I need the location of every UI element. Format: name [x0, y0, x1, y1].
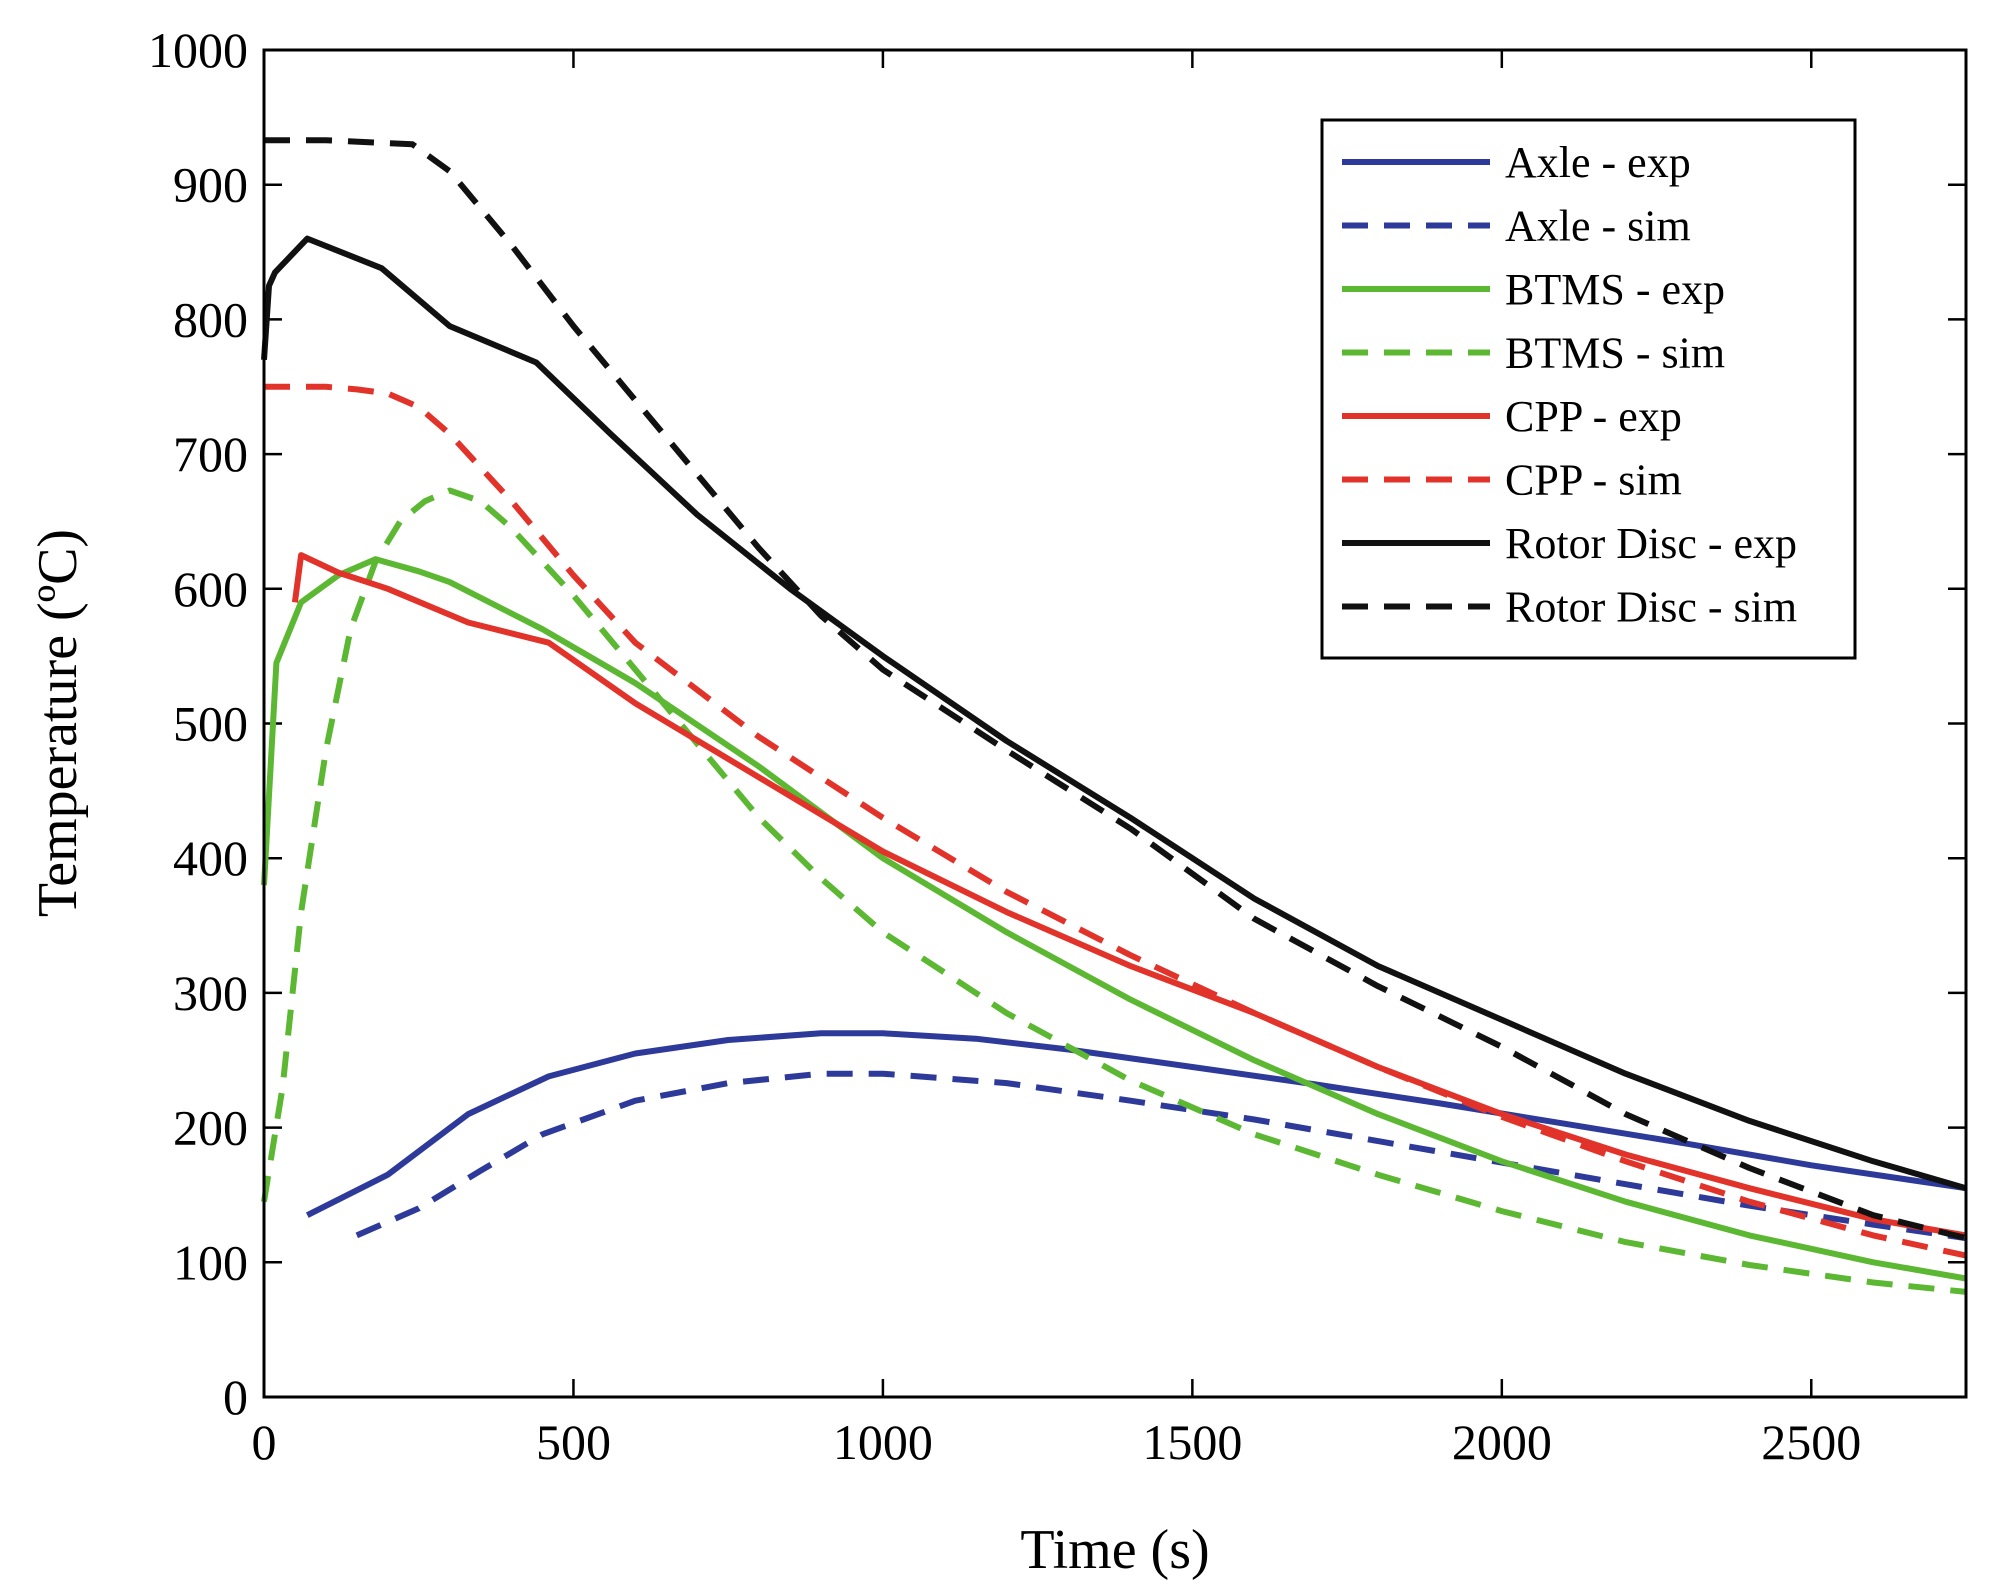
y-tick-label: 100	[173, 1234, 248, 1290]
legend-label: Axle - exp	[1505, 138, 1691, 187]
axis-ticks	[262, 48, 1966, 1399]
x-axis-title: Time (s)	[1020, 1519, 1209, 1581]
x-tick-label: 1500	[1142, 1414, 1242, 1470]
y-tick-label: 1000	[148, 22, 248, 78]
y-tick-label: 400	[173, 830, 248, 886]
y-tick-label: 600	[173, 561, 248, 617]
legend-label: BTMS - sim	[1505, 329, 1725, 378]
legend-label: CPP - sim	[1505, 456, 1682, 505]
x-tick-label: 0	[252, 1414, 277, 1470]
y-tick-label: 200	[173, 1100, 248, 1156]
legend-label: BTMS - exp	[1505, 265, 1725, 314]
series-line-btms-sim	[261, 487, 1967, 1295]
legend-label: Axle - sim	[1505, 202, 1691, 251]
series-line-cpp-exp	[291, 552, 1967, 1239]
series-line-cpp-sim	[264, 383, 1967, 1259]
series-layer	[261, 137, 1967, 1295]
x-tick-label: 2500	[1761, 1414, 1861, 1470]
series-line-rotor-disc-exp	[261, 235, 1967, 1192]
legend: Axle - exp Axle - sim BTMS - exp BTMS - sim…	[1320, 118, 1857, 660]
y-tick-label: 700	[173, 426, 248, 482]
y-tick-label: 300	[173, 965, 248, 1021]
x-tick-label: 500	[536, 1414, 611, 1470]
y-tick-label: 500	[173, 696, 248, 752]
legend-box	[1320, 118, 1857, 660]
tick-labels: 0 500 1000 1500 2000 2500 0 100 200 300 400 500 600 7…	[148, 22, 1861, 1470]
y-tick-label: 0	[223, 1369, 248, 1425]
legend-label: Rotor Disc - exp	[1505, 519, 1797, 568]
x-tick-label: 2000	[1452, 1414, 1552, 1470]
legend-label: CPP - exp	[1505, 392, 1682, 441]
x-tick-label: 1000	[833, 1414, 933, 1470]
legend-label: Rotor Disc - sim	[1505, 583, 1797, 632]
series-line-axle-sim	[355, 1070, 1967, 1242]
y-tick-label: 900	[173, 157, 248, 213]
series-line-axle-exp	[305, 1030, 1967, 1218]
y-axis-title: Temperature (ºC)	[27, 529, 89, 917]
series-line-rotor-disc-sim	[264, 137, 1967, 1242]
y-tick-label: 800	[173, 291, 248, 347]
plot-frame	[262, 48, 1968, 1399]
